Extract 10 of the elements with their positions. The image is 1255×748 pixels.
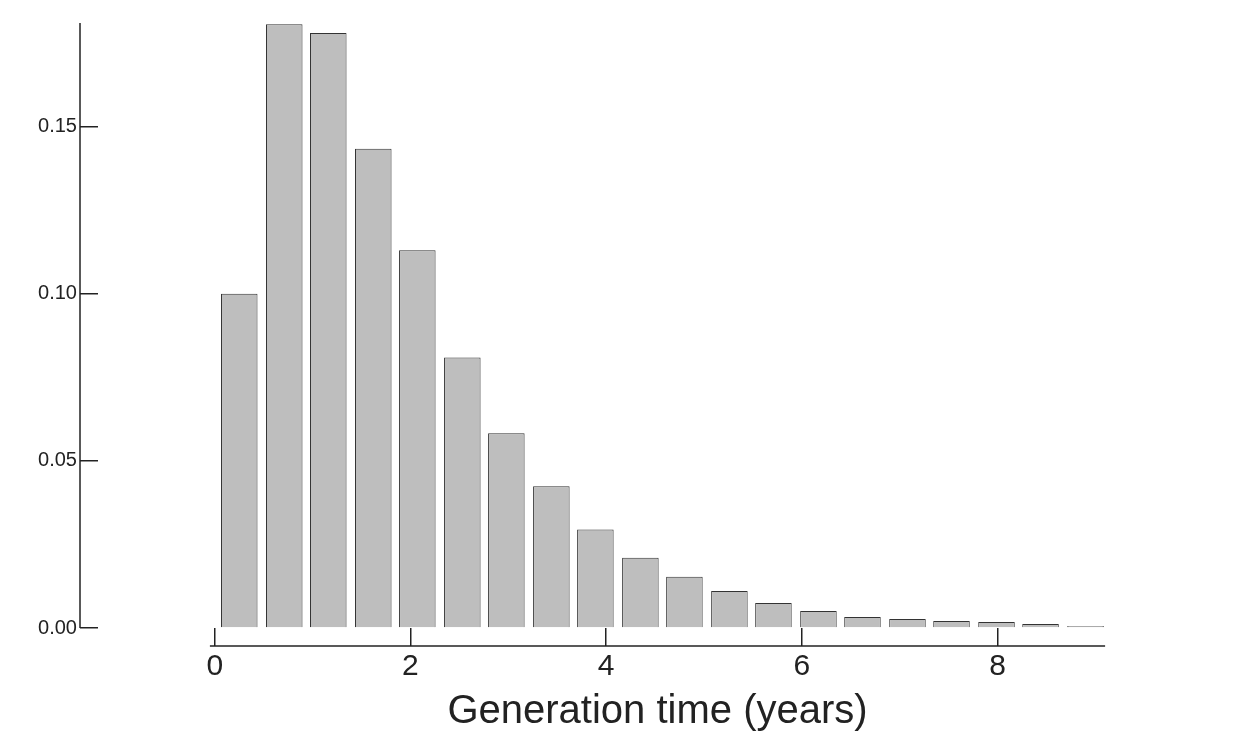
x-tick-label: 8 [989,648,1006,682]
x-tick-label: 4 [597,648,615,682]
x-tick-label: 2 [402,648,419,682]
x-axis-title: Generation time (years) [447,687,868,732]
y-tick-label: 0.15 [38,114,77,137]
x-tick-label: 0 [206,648,224,682]
y-tick-label: 0.00 [38,615,77,638]
x-tick-label: 6 [793,648,811,682]
y-tick-label: 0.05 [38,448,77,471]
y-tick-label: 0.10 [38,281,77,304]
